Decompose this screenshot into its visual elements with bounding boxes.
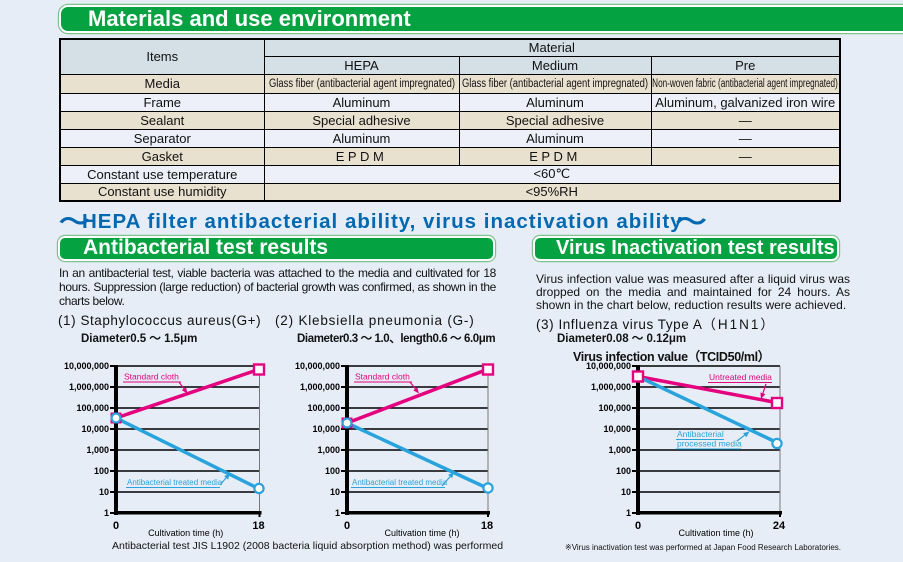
svg-text:1,000,000: 1,000,000 bbox=[300, 382, 340, 392]
svg-text:10: 10 bbox=[621, 487, 631, 497]
svg-text:100: 100 bbox=[325, 466, 340, 476]
svg-text:10,000: 10,000 bbox=[603, 424, 631, 434]
svg-text:18: 18 bbox=[252, 520, 264, 532]
svg-text:1: 1 bbox=[335, 508, 340, 518]
svg-text:10: 10 bbox=[330, 487, 340, 497]
svg-text:1,000,000: 1,000,000 bbox=[591, 382, 631, 392]
svg-text:Antibacterial treated media: Antibacterial treated media bbox=[352, 478, 448, 487]
svg-text:100: 100 bbox=[94, 466, 109, 476]
svg-text:Cultivation time (h): Cultivation time (h) bbox=[678, 528, 753, 538]
svg-text:1,000: 1,000 bbox=[608, 445, 631, 455]
svg-text:0: 0 bbox=[344, 520, 350, 532]
svg-text:10,000,000: 10,000,000 bbox=[295, 361, 340, 371]
svg-text:Cultivation time (h): Cultivation time (h) bbox=[384, 528, 459, 538]
svg-text:processed media: processed media bbox=[677, 439, 742, 449]
svg-text:10: 10 bbox=[99, 487, 109, 497]
svg-text:Antibacterial: Antibacterial bbox=[677, 429, 724, 439]
svg-text:Standard cloth: Standard cloth bbox=[124, 372, 179, 382]
svg-text:Antibacterial treated media: Antibacterial treated media bbox=[127, 478, 223, 487]
svg-text:1,000,000: 1,000,000 bbox=[69, 382, 109, 392]
svg-text:18: 18 bbox=[481, 520, 493, 532]
svg-text:10,000,000: 10,000,000 bbox=[64, 361, 109, 371]
svg-text:100,000: 100,000 bbox=[598, 403, 631, 413]
svg-text:0: 0 bbox=[635, 520, 641, 532]
svg-text:1: 1 bbox=[104, 508, 109, 518]
svg-text:10,000: 10,000 bbox=[312, 424, 340, 434]
svg-text:10,000: 10,000 bbox=[81, 424, 109, 434]
svg-text:0: 0 bbox=[113, 520, 119, 532]
svg-text:100,000: 100,000 bbox=[76, 403, 109, 413]
svg-text:Standard cloth: Standard cloth bbox=[355, 372, 410, 382]
svg-text:Untreated media: Untreated media bbox=[709, 372, 772, 382]
svg-text:10,000,000: 10,000,000 bbox=[586, 361, 631, 371]
svg-text:100,000: 100,000 bbox=[307, 403, 340, 413]
svg-text:1,000: 1,000 bbox=[317, 445, 340, 455]
svg-text:1,000: 1,000 bbox=[86, 445, 109, 455]
svg-text:1: 1 bbox=[626, 508, 631, 518]
svg-text:24: 24 bbox=[773, 520, 786, 532]
svg-text:Cultivation time (h): Cultivation time (h) bbox=[148, 528, 223, 538]
svg-text:100: 100 bbox=[616, 466, 631, 476]
